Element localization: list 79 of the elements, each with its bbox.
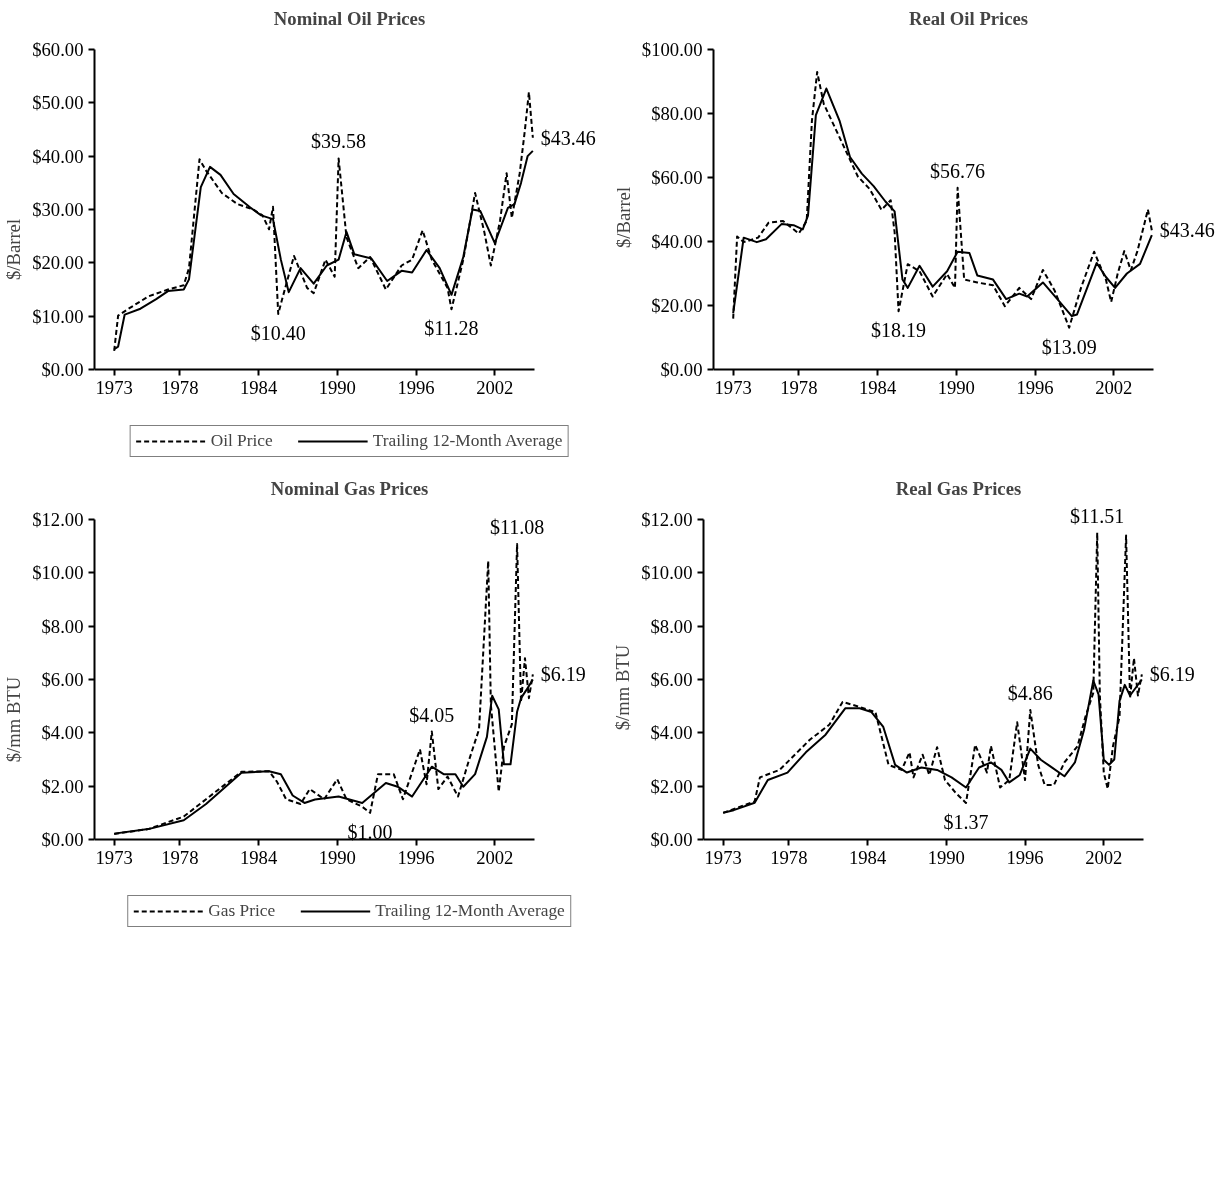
annotation: $43.46 bbox=[540, 126, 596, 149]
y-tick-label: $0.00 bbox=[41, 829, 84, 850]
x-tick-label: 2002 bbox=[1085, 846, 1123, 868]
y-tick-label: $6.00 bbox=[650, 669, 693, 690]
y-tick-label: $0.00 bbox=[41, 359, 84, 380]
y-tick-label: $0.00 bbox=[650, 829, 693, 850]
annotation: $11.08 bbox=[489, 516, 545, 539]
x-tick-label: 1978 bbox=[770, 846, 808, 868]
y-tick-label: $8.00 bbox=[650, 615, 693, 637]
annotation: $4.86 bbox=[1007, 681, 1053, 704]
y-tick-label: $2.00 bbox=[650, 775, 693, 797]
y-axis-title: $/mm BTU bbox=[612, 644, 634, 731]
y-tick-label: $10.00 bbox=[32, 305, 84, 327]
y-tick-label: $80.00 bbox=[651, 103, 703, 124]
annotation: $39.58 bbox=[311, 130, 367, 153]
chart-title: Nominal Gas Prices bbox=[270, 477, 429, 499]
y-tick-label: $20.00 bbox=[651, 295, 703, 316]
y-tick-label: $40.00 bbox=[651, 231, 703, 252]
y-tick-label: $60.00 bbox=[651, 167, 703, 188]
y-tick-label: $10.00 bbox=[641, 562, 693, 584]
x-tick-label: 2002 bbox=[476, 376, 514, 398]
chart-title: Real Gas Prices bbox=[895, 477, 1022, 499]
y-tick-label: $100.00 bbox=[641, 39, 703, 60]
annotation: $56.76 bbox=[930, 159, 986, 182]
y-tick-label: $20.00 bbox=[32, 252, 84, 274]
x-tick-label: 1990 bbox=[318, 846, 356, 868]
annotation: $1.00 bbox=[347, 820, 393, 843]
x-tick-label: 2002 bbox=[1095, 376, 1133, 398]
x-tick-label: 1996 bbox=[397, 846, 435, 868]
legend-label: Trailing 12-Month Average bbox=[372, 431, 563, 451]
legend-label: Oil Price bbox=[210, 431, 273, 451]
x-tick-label: 1996 bbox=[1006, 846, 1044, 868]
annotation: $10.40 bbox=[250, 322, 306, 345]
x-tick-label: 1973 bbox=[95, 846, 133, 868]
annotation: $18.19 bbox=[871, 319, 927, 342]
y-tick-label: $10.00 bbox=[32, 562, 84, 584]
y-tick-label: $12.00 bbox=[641, 509, 693, 530]
y-tick-label: $40.00 bbox=[32, 145, 84, 167]
y-tick-label: $6.00 bbox=[41, 669, 84, 690]
y-axis-title: $/mm BTU bbox=[3, 676, 25, 763]
y-tick-label: $4.00 bbox=[650, 722, 693, 744]
x-tick-label: 1984 bbox=[239, 846, 278, 868]
x-tick-label: 1990 bbox=[937, 376, 975, 398]
annotation: $1.37 bbox=[943, 810, 989, 833]
chart-title: Nominal Oil Prices bbox=[273, 7, 426, 29]
y-axis-title: $/Barrel bbox=[612, 186, 634, 249]
y-axis-title: $/Barrel bbox=[3, 218, 25, 281]
x-tick-label: 1984 bbox=[239, 376, 278, 398]
x-tick-label: 1973 bbox=[704, 846, 742, 868]
legend-label: Gas Price bbox=[208, 901, 276, 921]
x-tick-label: 1978 bbox=[780, 376, 818, 398]
x-tick-label: 1996 bbox=[397, 376, 435, 398]
annotation: $4.05 bbox=[409, 703, 455, 726]
chart-title: Real Oil Prices bbox=[908, 7, 1029, 29]
y-tick-label: $50.00 bbox=[32, 92, 84, 114]
annotation: $11.28 bbox=[424, 317, 479, 340]
x-tick-label: 1973 bbox=[95, 376, 133, 398]
y-tick-label: $0.00 bbox=[660, 359, 703, 380]
annotation: $6.19 bbox=[1149, 663, 1195, 686]
annotation: $13.09 bbox=[1041, 335, 1097, 358]
x-tick-label: 1984 bbox=[848, 846, 887, 868]
x-tick-label: 1978 bbox=[161, 376, 199, 398]
annotation: $6.19 bbox=[540, 663, 586, 686]
x-tick-label: 1990 bbox=[927, 846, 965, 868]
x-tick-label: 2002 bbox=[476, 846, 514, 868]
x-tick-label: 1978 bbox=[161, 846, 199, 868]
y-tick-label: $4.00 bbox=[41, 722, 84, 744]
y-tick-label: $30.00 bbox=[32, 199, 84, 220]
annotation: $43.46 bbox=[1159, 219, 1215, 242]
x-tick-label: 1973 bbox=[714, 376, 752, 398]
y-tick-label: $2.00 bbox=[41, 775, 84, 797]
y-tick-label: $60.00 bbox=[32, 39, 84, 60]
x-tick-label: 1996 bbox=[1016, 376, 1054, 398]
x-tick-label: 1990 bbox=[318, 376, 356, 398]
y-tick-label: $12.00 bbox=[32, 509, 84, 530]
x-tick-label: 1984 bbox=[858, 376, 897, 398]
annotation: $11.51 bbox=[1070, 504, 1125, 527]
legend-label: Trailing 12-Month Average bbox=[375, 901, 565, 921]
y-tick-label: $8.00 bbox=[41, 615, 84, 637]
